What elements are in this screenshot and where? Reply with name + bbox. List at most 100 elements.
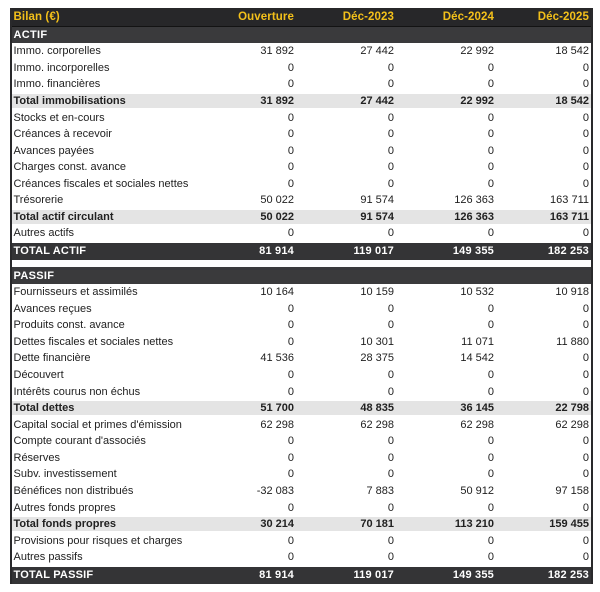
cell-dec-2023: 119 017 <box>353 245 394 258</box>
cell-ouverture: 41 536 <box>260 352 294 365</box>
table-row-data: Dettes fiscales et sociales nettes 0 10 … <box>12 333 591 351</box>
cell-dec-2023: 0 <box>387 227 394 240</box>
cell-dec-2025: 159 455 <box>549 518 589 531</box>
table-row-subtotal: Total dettes 51 700 48 835 36 145 22 798 <box>12 399 591 417</box>
row-label: Produits const. avance <box>13 319 125 332</box>
row-label: Créances à recevoir <box>13 128 112 141</box>
table-row-data: Autres fonds propres 0 0 0 0 <box>12 499 591 516</box>
cell-dec-2024: 0 <box>487 128 494 141</box>
cell-dec-2025: 0 <box>582 501 589 514</box>
row-label: Fournisseurs et assimilés <box>13 286 138 299</box>
cell-dec-2024: 0 <box>487 501 494 514</box>
cell-dec-2023: 0 <box>387 161 394 174</box>
cell-dec-2025: 0 <box>582 451 589 464</box>
cell-ouverture: 81 914 <box>259 245 294 258</box>
cell-dec-2023: 119 017 <box>353 569 394 582</box>
cell-dec-2024: 0 <box>487 534 494 547</box>
row-label: Intérêts courus non échus <box>13 385 141 398</box>
table-row-data: Avances reçues 0 0 0 0 <box>12 300 591 318</box>
cell-dec-2023: 27 442 <box>360 94 394 107</box>
cell-dec-2024: 22 992 <box>460 45 494 58</box>
cell-dec-2024: 149 355 <box>452 569 494 582</box>
cell-dec-2024: 36 145 <box>460 402 494 415</box>
cell-ouverture: 0 <box>287 227 294 240</box>
column-header-dec-2023: Déc-2023 <box>342 10 394 23</box>
cell-dec-2024: 0 <box>487 451 494 464</box>
cell-dec-2023: 0 <box>387 534 394 547</box>
cell-dec-2024: 149 355 <box>452 245 494 258</box>
cell-dec-2025: 0 <box>582 369 589 382</box>
cell-dec-2023: 0 <box>387 61 394 74</box>
cell-dec-2023: 28 375 <box>360 352 394 365</box>
cell-dec-2025: 0 <box>582 177 589 190</box>
cell-dec-2025: 0 <box>582 128 589 141</box>
cell-ouverture: 0 <box>287 451 294 464</box>
cell-dec-2023: 27 442 <box>360 45 394 58</box>
cell-dec-2023: 62 298 <box>360 418 394 431</box>
row-label: TOTAL ACTIF <box>13 245 87 258</box>
cell-dec-2024: 0 <box>487 177 494 190</box>
cell-ouverture: 50 022 <box>260 210 294 223</box>
cell-dec-2025: 0 <box>582 468 589 481</box>
cell-dec-2024: 0 <box>487 551 494 564</box>
cell-ouverture: 81 914 <box>259 569 294 582</box>
table-row-subtotal: Total actif circulant 50 022 91 574 126 … <box>12 208 591 226</box>
table-row-data: Stocks et en-cours 0 0 0 0 <box>12 109 591 126</box>
row-label: Total immobilisations <box>13 94 126 107</box>
cell-dec-2023: 0 <box>387 111 394 124</box>
cell-dec-2024: 0 <box>487 78 494 91</box>
row-label: Trésorerie <box>13 194 64 207</box>
cell-dec-2024: 126 363 <box>454 194 494 207</box>
cell-ouverture: -32 083 <box>256 484 294 497</box>
section-title: PASSIF <box>13 269 55 282</box>
cell-dec-2024: 14 542 <box>460 352 494 365</box>
cell-dec-2024: 0 <box>487 111 494 124</box>
cell-dec-2025: 0 <box>582 111 589 124</box>
cell-dec-2023: 10 301 <box>360 335 394 348</box>
balance-sheet-table: Bilan (€) Ouverture Déc-2023 Déc-2024 Dé… <box>10 8 593 584</box>
table-row-data: Immo. incorporelles 0 0 0 0 <box>12 59 591 77</box>
cell-dec-2025: 18 542 <box>555 94 589 107</box>
cell-ouverture: 0 <box>287 302 294 315</box>
cell-ouverture: 0 <box>287 468 294 481</box>
cell-ouverture: 30 214 <box>260 518 294 531</box>
cell-dec-2025: 0 <box>582 551 589 564</box>
cell-dec-2023: 0 <box>387 319 394 332</box>
row-label: Compte courant d'associés <box>13 435 146 448</box>
cell-dec-2024: 0 <box>487 61 494 74</box>
cell-dec-2025: 0 <box>582 352 589 365</box>
row-label: Avances reçues <box>13 302 92 315</box>
row-label: Immo. financières <box>13 78 101 91</box>
cell-dec-2024: 0 <box>487 227 494 240</box>
cell-ouverture: 0 <box>287 551 294 564</box>
table-row-data: Autres passifs 0 0 0 0 <box>12 548 591 566</box>
cell-ouverture: 0 <box>287 435 294 448</box>
table-row-data: Capital social et primes d'émission 62 2… <box>12 416 591 433</box>
table-row-data: Provisions pour risques et charges 0 0 0… <box>12 532 591 549</box>
cell-dec-2024: 0 <box>487 144 494 157</box>
table-row-data: Avances payées 0 0 0 0 <box>12 142 591 159</box>
cell-dec-2025: 62 298 <box>555 418 589 431</box>
table-row-data: Subv. investissement 0 0 0 0 <box>12 466 591 483</box>
cell-ouverture: 0 <box>287 144 294 157</box>
cell-ouverture: 50 022 <box>260 194 294 207</box>
cell-dec-2025: 0 <box>582 61 589 74</box>
row-label: Capital social et primes d'émission <box>13 418 182 431</box>
row-label: Bénéfices non distribués <box>13 484 134 497</box>
cell-ouverture: 31 892 <box>260 94 294 107</box>
cell-dec-2024: 10 532 <box>460 286 494 299</box>
cell-dec-2024: 0 <box>487 435 494 448</box>
cell-dec-2024: 126 363 <box>454 210 494 223</box>
row-label: Total actif circulant <box>13 210 114 223</box>
row-label: Créances fiscales et sociales nettes <box>13 177 189 190</box>
cell-dec-2023: 0 <box>387 451 394 464</box>
cell-dec-2023: 0 <box>387 177 394 190</box>
row-label: Autres passifs <box>13 551 83 564</box>
table-row-data: Bénéfices non distribués -32 083 7 883 5… <box>12 482 591 500</box>
cell-dec-2023: 0 <box>387 385 394 398</box>
cell-dec-2023: 91 574 <box>360 194 394 207</box>
cell-dec-2023: 7 883 <box>366 484 394 497</box>
cell-dec-2023: 0 <box>387 369 394 382</box>
row-label: Charges const. avance <box>13 161 127 174</box>
cell-dec-2025: 0 <box>582 385 589 398</box>
